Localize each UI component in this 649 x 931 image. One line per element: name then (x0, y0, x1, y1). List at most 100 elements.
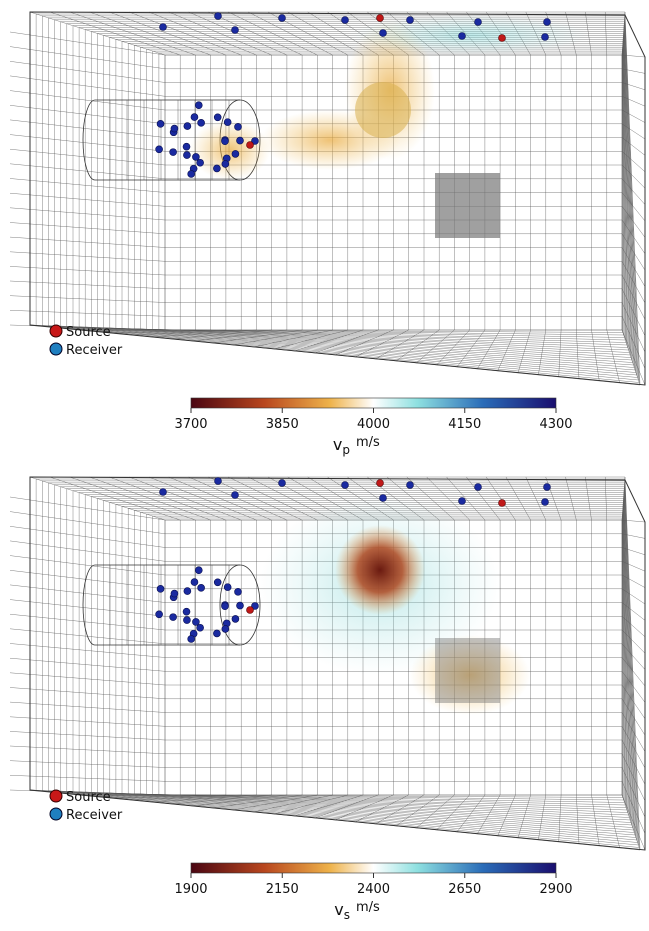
receiver (159, 488, 167, 496)
receiver (223, 118, 232, 126)
receiver (213, 629, 221, 638)
cube (435, 173, 500, 238)
box-outline (29, 11, 646, 386)
receiver (231, 150, 240, 158)
colorbar-tick-label: 4300 (539, 417, 572, 432)
colorbar: 1900 2150 2400 2650 2900 vs m/s (174, 862, 573, 922)
colorbar-gradient (190, 862, 557, 874)
receiver (192, 618, 200, 626)
box-outline (29, 476, 646, 851)
colorbar: 3700 3850 4000 4150 4300 vp m/s (174, 397, 573, 457)
receiver (214, 477, 222, 485)
render-0: Source Receiver (9, 11, 646, 386)
receiver (190, 578, 199, 586)
colorbar-symbol: v (334, 900, 343, 919)
receiver (197, 119, 205, 127)
receiver (251, 137, 259, 145)
receiver (231, 615, 240, 623)
receiver (183, 587, 192, 595)
receiver (170, 589, 179, 598)
receiver (458, 497, 466, 505)
legend-source-marker (49, 789, 63, 803)
colorbar-label: vs (334, 900, 350, 922)
source (498, 34, 506, 42)
receiver (221, 625, 230, 633)
receiver (231, 491, 239, 499)
legend-receiver: Receiver (66, 808, 123, 823)
source (246, 606, 254, 614)
source (376, 479, 384, 487)
anomaly (335, 525, 425, 615)
receiver (221, 160, 230, 168)
receiver (223, 583, 232, 591)
receiver (221, 137, 229, 145)
legend-receiver-marker (49, 342, 63, 356)
tunnel-end (219, 564, 261, 646)
tunnel (82, 564, 240, 646)
receiver (156, 585, 165, 593)
colorbar-symbol: v (333, 435, 342, 454)
receiver (379, 29, 387, 37)
receiver (183, 122, 192, 130)
legend-source: Source (66, 325, 111, 340)
receiver (221, 602, 229, 610)
legend-receiver: Receiver (66, 343, 123, 358)
receiver (541, 498, 549, 506)
sphere (355, 82, 411, 138)
receiver (194, 566, 203, 575)
receiver (182, 607, 191, 616)
receiver (234, 588, 242, 596)
receiver (183, 151, 191, 159)
receiver (196, 623, 204, 632)
receiver (192, 153, 200, 161)
receiver (251, 602, 259, 610)
colorbar-unit: m/s (356, 900, 380, 915)
receiver (169, 148, 177, 156)
receiver (474, 483, 482, 491)
receiver (406, 16, 414, 24)
receiver (543, 18, 551, 26)
receiver (187, 635, 195, 643)
colorbar-tick-label: 4000 (357, 417, 390, 432)
colorbar-tick-label: 2900 (539, 882, 572, 897)
receiver (458, 32, 466, 40)
receiver (170, 124, 179, 133)
receiver (541, 33, 549, 41)
receiver (155, 145, 163, 154)
receiver (379, 494, 387, 502)
receiver (214, 12, 222, 20)
colorbar-unit: m/s (356, 435, 380, 450)
anomaly (350, 15, 590, 55)
receiver (169, 613, 177, 621)
source (246, 141, 254, 149)
colorbar-tick-label: 3700 (174, 417, 207, 432)
receiver (213, 113, 222, 122)
receiver (213, 578, 222, 587)
receiver (406, 481, 414, 489)
tunnel (82, 99, 240, 181)
colorbar-label: vp (333, 435, 350, 457)
receiver (194, 101, 203, 110)
colorbar-gradient (190, 397, 557, 409)
receiver (474, 18, 482, 26)
colorbar-tick-label: 1900 (174, 882, 207, 897)
receiver (278, 479, 286, 487)
colorbar-tick-label: 2150 (266, 882, 299, 897)
colorbar-tick-label: 4150 (448, 417, 481, 432)
colorbar-subscript: p (342, 443, 350, 457)
anomaly (190, 120, 270, 180)
colorbar-tick-label: 2650 (448, 882, 481, 897)
legend-receiver-marker (49, 807, 63, 821)
source (376, 14, 384, 22)
render-1: Source Receiver (9, 476, 646, 851)
cube (435, 638, 500, 703)
receiver (182, 142, 191, 151)
receiver (341, 481, 349, 489)
anomaly (410, 635, 530, 715)
receiver (183, 616, 191, 624)
receiver (159, 23, 167, 31)
receiver (234, 123, 242, 131)
colorbar-tick-label: 2400 (357, 882, 390, 897)
